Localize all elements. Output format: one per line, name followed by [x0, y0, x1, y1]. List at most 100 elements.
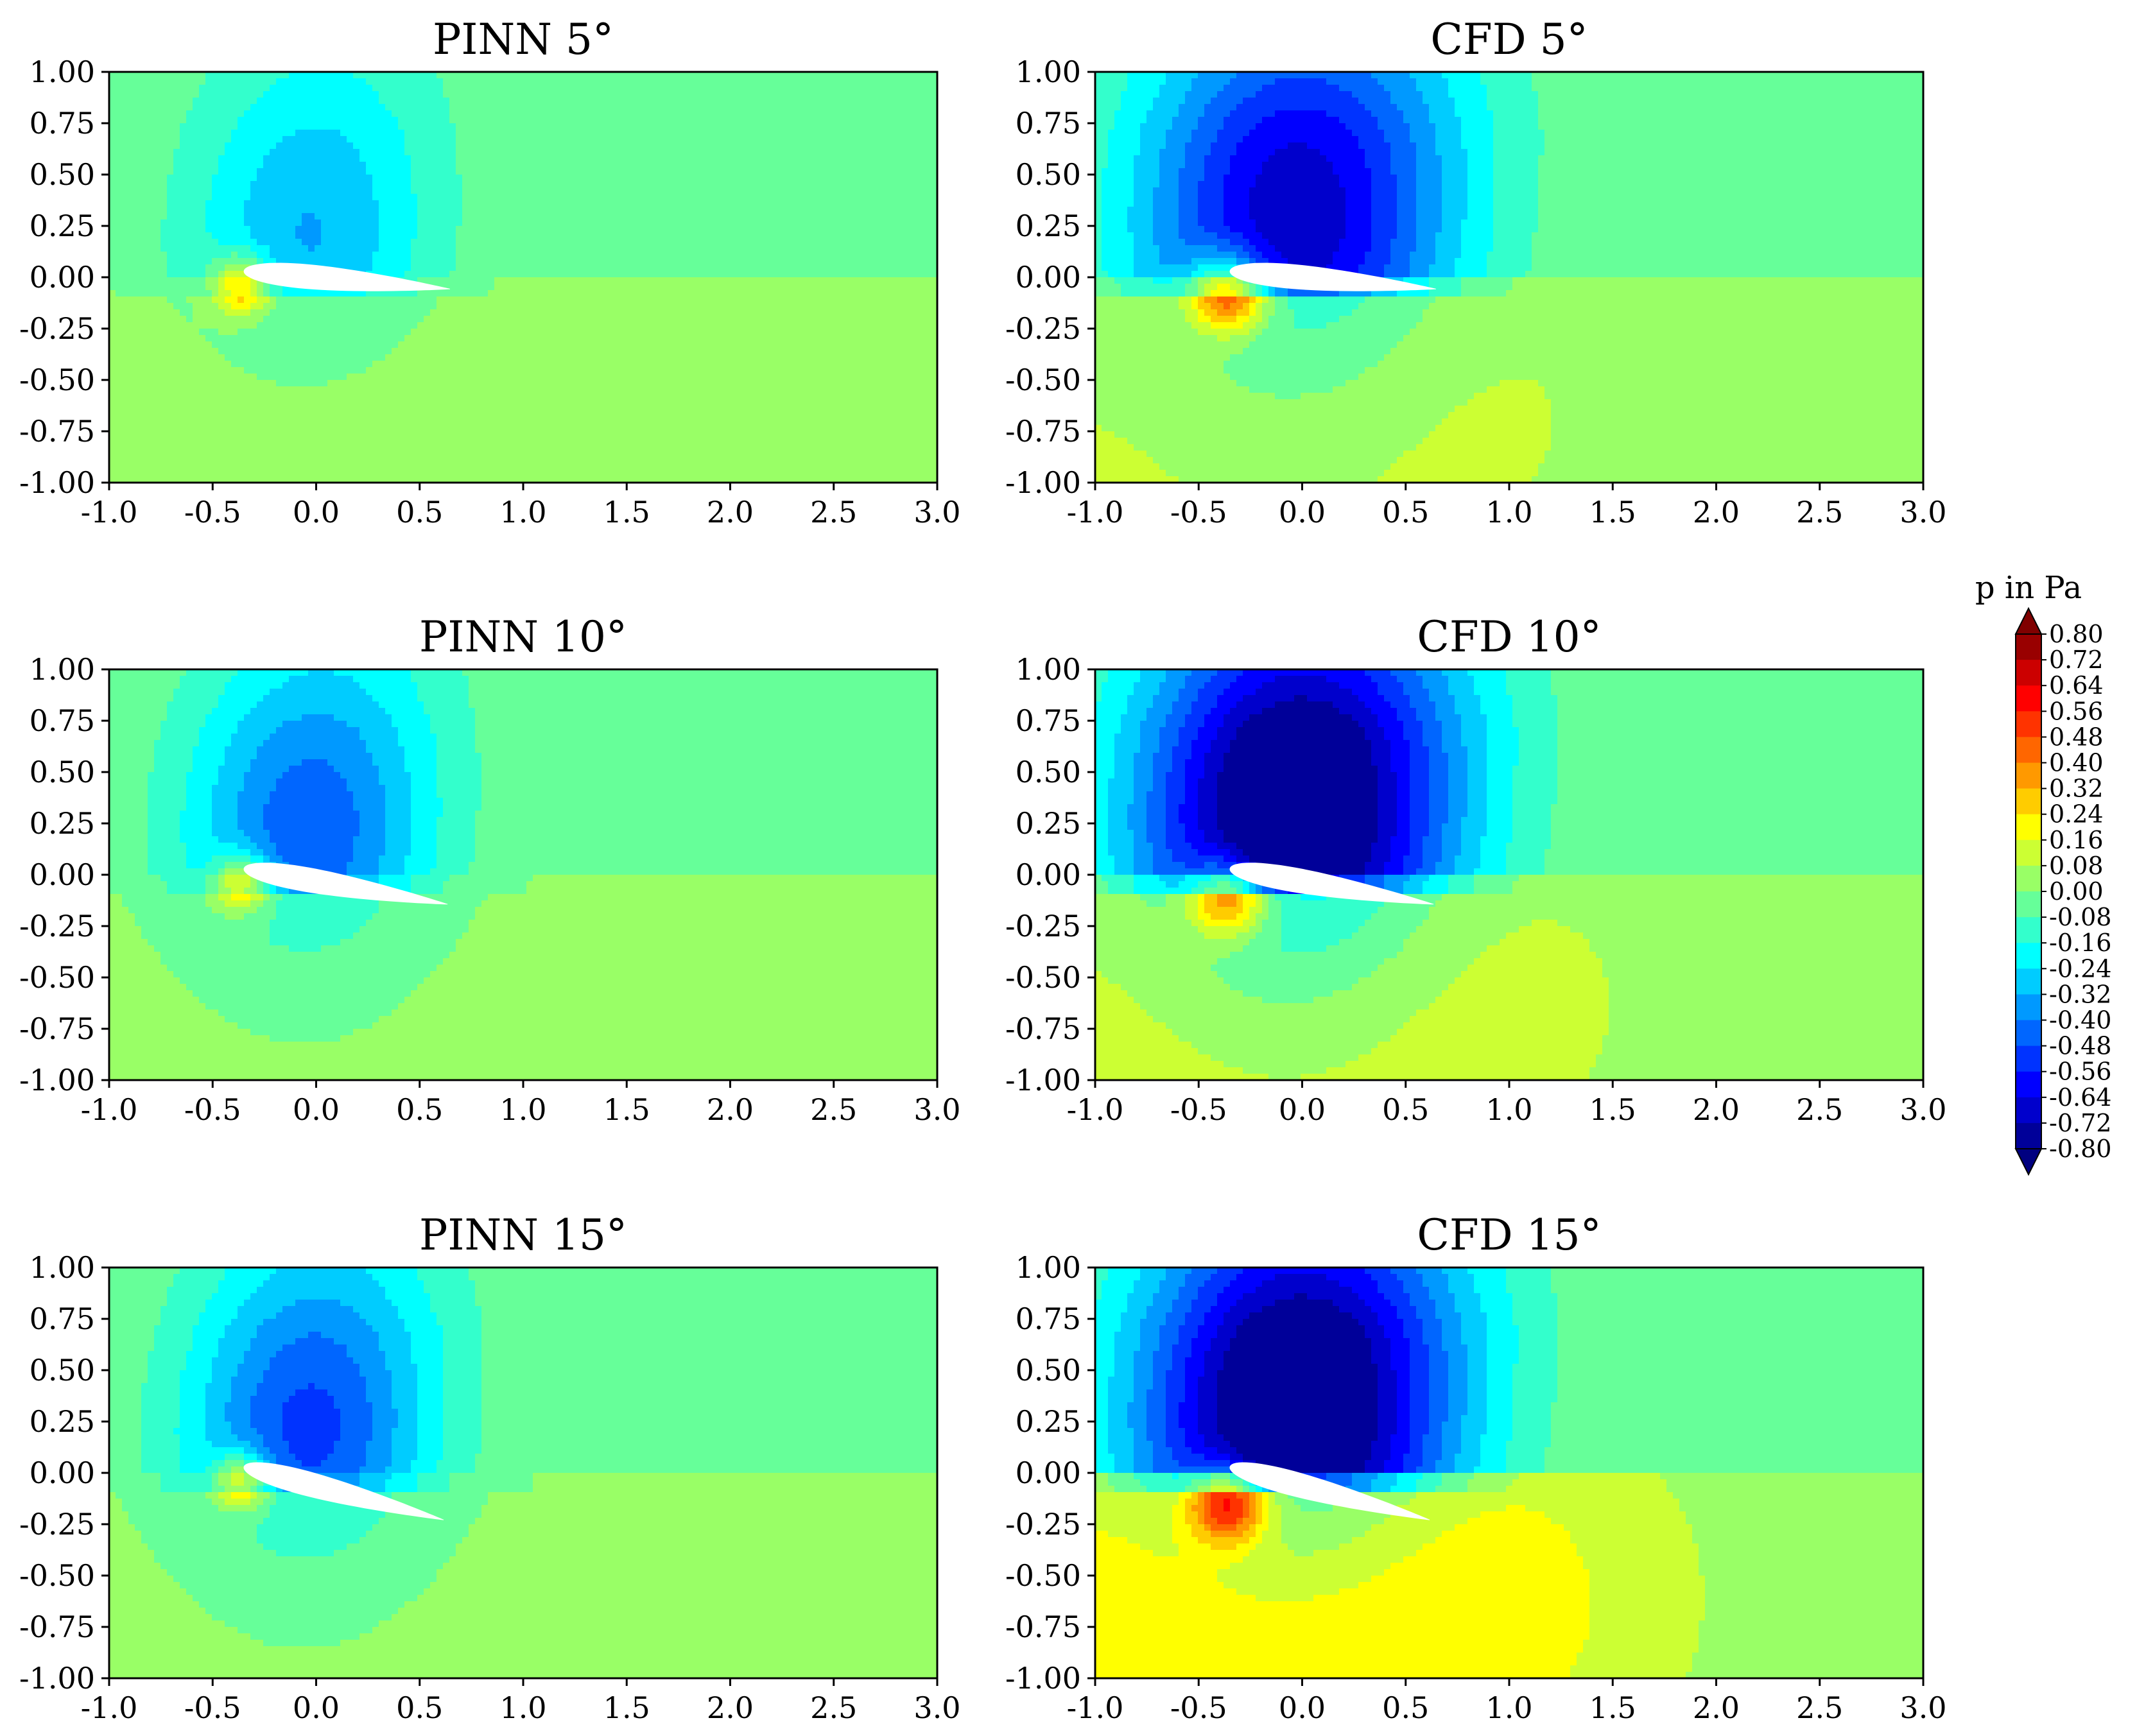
y-tick-label: -0.25 [19, 909, 95, 943]
y-tick-label: -0.25 [1005, 909, 1081, 943]
x-tick-label: 0.5 [396, 495, 443, 529]
x-tick-label: 2.0 [1693, 1690, 1740, 1725]
colorbar-segment [2016, 685, 2041, 712]
y-tick-label: 0.25 [1016, 1404, 1081, 1439]
x-tick-label: 0.5 [1382, 495, 1429, 529]
colorbar-tick-label: 0.48 [2049, 723, 2104, 751]
y-tick-label: -1.00 [1005, 465, 1081, 500]
y-tick-label: 0.25 [30, 806, 95, 841]
colorbar-segment [2016, 1020, 2041, 1047]
x-tick-label: 2.0 [707, 1690, 754, 1725]
colorbar-segment [2016, 814, 2041, 841]
pressure-field [109, 1268, 937, 1678]
x-tick-label: 1.5 [603, 1092, 650, 1127]
y-tick-label: 0.50 [30, 755, 95, 789]
y-tick-label: 0.50 [1016, 1353, 1081, 1388]
x-tick-label: -0.5 [184, 1690, 241, 1725]
airfoil [1229, 262, 1436, 291]
y-tick-label: -0.75 [19, 1610, 95, 1644]
y-tick-label: -0.75 [1005, 1011, 1081, 1046]
colorbar: p in Pa 0.800.720.640.560.480.400.320.24… [1975, 570, 2111, 1176]
x-tick-label: 3.0 [1899, 1690, 1946, 1725]
x-tick-label: 3.0 [913, 1092, 960, 1127]
panel-title: PINN 15° [419, 1210, 627, 1260]
colorbar-tick-label: -0.56 [2049, 1058, 2111, 1086]
y-tick-label: 0.50 [30, 157, 95, 192]
colorbar-segment [2016, 1097, 2041, 1124]
colorbar-tick-label: 0.08 [2049, 852, 2104, 880]
x-tick-label: 1.5 [1589, 1690, 1636, 1725]
x-tick-label: 1.0 [1485, 495, 1532, 529]
y-tick-label: 0.50 [30, 1353, 95, 1388]
colorbar-tick-label: -0.24 [2049, 954, 2111, 983]
x-tick-label: 2.5 [1796, 1690, 1843, 1725]
airfoil [1229, 863, 1434, 905]
x-tick-label: -1.0 [81, 1092, 138, 1127]
colorbar-tick-label: -0.48 [2049, 1032, 2111, 1060]
airfoil [243, 262, 450, 291]
x-tick-label: 0.0 [1279, 1690, 1326, 1725]
colorbar-extend-min [2014, 1148, 2043, 1176]
x-tick-label: -0.5 [184, 1092, 241, 1127]
colorbar-segment [2016, 1071, 2041, 1098]
x-tick-label: 0.0 [1279, 495, 1326, 529]
x-tick-label: 1.5 [603, 1690, 650, 1725]
y-tick-label: 0.75 [1016, 1302, 1081, 1336]
y-tick-label: 0.75 [1016, 106, 1081, 141]
y-tick-label: 0.00 [30, 857, 95, 892]
x-tick-label: 1.5 [603, 495, 650, 529]
x-tick-label: 1.5 [1589, 1092, 1636, 1127]
colorbar-tick-label: 0.64 [2049, 671, 2104, 700]
panel-title: PINN 5° [433, 15, 614, 64]
y-tick-label: -0.50 [1005, 1558, 1081, 1593]
x-tick-label: 2.5 [810, 1092, 857, 1127]
colorbar-tick-label: 0.24 [2049, 800, 2104, 829]
colorbar-tick-label: -0.80 [2049, 1135, 2111, 1163]
colorbar-segment [2016, 1045, 2041, 1072]
x-tick-label: 1.0 [1485, 1690, 1532, 1725]
colorbar-segment [2016, 737, 2041, 763]
y-tick-label: -0.25 [1005, 1507, 1081, 1542]
pressure-field [109, 72, 937, 483]
x-tick-label: 3.0 [913, 495, 960, 529]
colorbar-tick-label: -0.40 [2049, 1006, 2111, 1035]
x-tick-label: 1.5 [1589, 495, 1636, 529]
y-tick-label: -0.75 [1005, 1610, 1081, 1644]
y-tick-label: 0.00 [1016, 857, 1081, 892]
x-tick-label: 0.0 [1279, 1092, 1326, 1127]
x-tick-label: 2.0 [707, 1092, 754, 1127]
panel-title: CFD 5° [1430, 15, 1588, 64]
x-tick-label: -1.0 [1067, 1690, 1124, 1725]
x-tick-label: 0.5 [396, 1092, 443, 1127]
y-tick-label: -0.50 [1005, 363, 1081, 397]
y-tick-label: -0.75 [1005, 414, 1081, 449]
y-tick-label: 0.25 [1016, 806, 1081, 841]
x-tick-label: -1.0 [1067, 1092, 1124, 1127]
y-tick-label: 0.25 [30, 1404, 95, 1439]
panel-title: CFD 15° [1417, 1210, 1601, 1260]
x-tick-label: 2.5 [810, 1690, 857, 1725]
y-tick-label: -0.75 [19, 414, 95, 449]
y-tick-label: -0.25 [19, 1507, 95, 1542]
x-tick-label: -0.5 [1170, 495, 1227, 529]
colorbar-title: p in Pa [1975, 570, 2082, 606]
colorbar-tick-label: 0.80 [2049, 620, 2104, 648]
y-tick-label: 0.25 [1016, 209, 1081, 243]
colorbar-tick-label: 0.72 [2049, 646, 2104, 674]
y-tick-label: -0.50 [19, 363, 95, 397]
colorbar-tick-label: 0.00 [2049, 877, 2104, 906]
x-tick-label: 2.5 [1796, 1092, 1843, 1127]
colorbar-tick-label: 0.32 [2049, 775, 2104, 803]
x-tick-label: -1.0 [81, 1690, 138, 1725]
y-tick-label: -1.00 [1005, 1063, 1081, 1097]
x-tick-label: 0.5 [396, 1690, 443, 1725]
x-tick-label: -0.5 [1170, 1690, 1227, 1725]
y-tick-label: -0.50 [19, 1558, 95, 1593]
colorbar-tick-label: 0.16 [2049, 826, 2104, 854]
x-tick-label: 2.0 [1693, 495, 1740, 529]
x-tick-label: -0.5 [1170, 1092, 1227, 1127]
x-tick-label: 3.0 [1899, 495, 1946, 529]
airfoil [243, 1462, 444, 1520]
y-tick-label: 1.00 [1016, 1250, 1081, 1285]
